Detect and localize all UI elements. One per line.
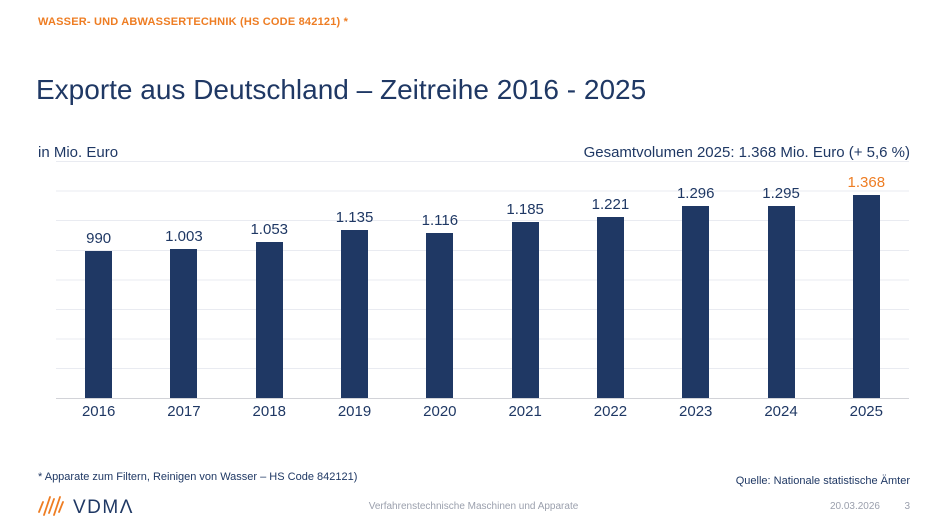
bar-column: 1.296 <box>653 161 738 398</box>
x-axis-label: 2022 <box>593 403 628 420</box>
bar-column: 1.053 <box>227 161 312 398</box>
bar <box>170 249 198 398</box>
bar-column: 990 <box>56 161 141 398</box>
footnote: * Apparate zum Filtern, Reinigen von Was… <box>38 471 358 483</box>
x-axis-label: 2023 <box>679 403 713 420</box>
bar <box>767 206 795 398</box>
bar <box>596 217 624 398</box>
x-axis-label: 2024 <box>764 403 798 420</box>
bar-column: 1.185 <box>482 161 567 398</box>
x-axis-label: 2018 <box>252 403 286 420</box>
plot-area: 990 1.003 1.053 1.135 1.116 1.185 1.221 1.296 1.… <box>56 161 909 399</box>
x-axis-label: 2017 <box>167 403 201 420</box>
x-axis-label: 2020 <box>423 403 457 420</box>
bar <box>852 195 880 398</box>
bar <box>341 229 369 398</box>
bar-value-label: 990 <box>86 230 112 248</box>
chart-header: in Mio. Euro Gesamtvolumen 2025: 1.368 M… <box>38 138 910 161</box>
total-volume-label: Gesamtvolumen 2025: 1.368 Mio. Euro (+ 5… <box>583 144 910 161</box>
bar <box>511 222 539 398</box>
bar-value-label: 1.053 <box>250 221 289 239</box>
bar-value-label: 1.135 <box>335 208 374 226</box>
unit-label: in Mio. Euro <box>38 144 119 161</box>
bar-value-label: 1.296 <box>676 185 715 203</box>
footer-date: 20.03.2026 <box>829 501 880 512</box>
footer-center-text: Verfahrenstechnische Maschinen und Appar… <box>368 501 579 512</box>
vdma-hatch-icon <box>36 492 68 523</box>
x-axis: 2016 2017 2018 2019 2020 2021 2022 2023 2024 2025 <box>56 403 909 420</box>
bar-value-label: 1.003 <box>165 228 203 246</box>
bar <box>426 232 454 398</box>
bar-column: 1.135 <box>312 161 397 398</box>
source-note: Quelle: Nationale statistische Ämter <box>735 475 910 487</box>
vdma-logo: VDMΛ <box>36 492 134 523</box>
bar-column: 1.221 <box>568 161 653 398</box>
bar <box>682 206 710 398</box>
x-axis-label: 2021 <box>508 403 542 420</box>
x-axis-label: 2016 <box>81 403 116 420</box>
x-axis-label: 2019 <box>337 403 372 420</box>
bar-column: 1.116 <box>397 161 482 398</box>
page-title: Exporte aus Deutschland – Zeitreihe 2016… <box>36 74 647 105</box>
page-number: 3 <box>904 501 910 512</box>
bar-column: 1.295 <box>738 161 823 398</box>
bar-value-label: 1.116 <box>421 211 459 229</box>
x-axis-label: 2025 <box>849 403 883 420</box>
bar-value-label: 1.295 <box>762 185 800 203</box>
bar <box>255 242 283 398</box>
bar-value-label: 1.368 <box>847 174 886 192</box>
kicker-heading: WASSER- UND ABWASSERTECHNIK (HS CODE 842… <box>38 16 349 28</box>
bar <box>85 251 113 398</box>
bar-value-label: 1.221 <box>591 196 630 214</box>
bar-column: 1.003 <box>141 161 226 398</box>
vdma-logo-text: VDMΛ <box>73 496 134 518</box>
bar-value-label: 1.185 <box>506 201 544 219</box>
bar-column: 1.368 <box>824 161 909 398</box>
